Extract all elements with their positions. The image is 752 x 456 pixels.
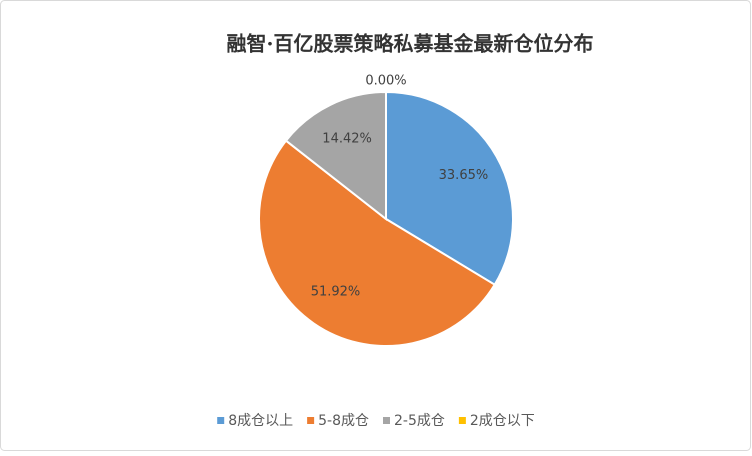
data-label: 14.42%	[322, 132, 372, 147]
data-label: 33.65%	[439, 168, 489, 183]
legend-label: 5-8成仓	[318, 413, 369, 429]
legend-marker	[217, 417, 225, 424]
pie-slice	[385, 90, 514, 287]
legend-label: 2-5成仓	[394, 413, 445, 429]
chart-title: 融智·百亿股票策略私募基金最新仓位分布	[227, 32, 594, 56]
pie-slice	[258, 139, 497, 347]
legend-marker	[458, 417, 466, 424]
legend-marker	[307, 417, 315, 424]
legend-label: 2成仓以下	[470, 413, 535, 429]
data-label: 51.92%	[311, 285, 361, 300]
legend-marker	[383, 417, 390, 424]
data-label: 0.00%	[365, 74, 406, 89]
pie-slice	[284, 90, 387, 222]
legend-label: 8成仓以上	[228, 413, 293, 429]
